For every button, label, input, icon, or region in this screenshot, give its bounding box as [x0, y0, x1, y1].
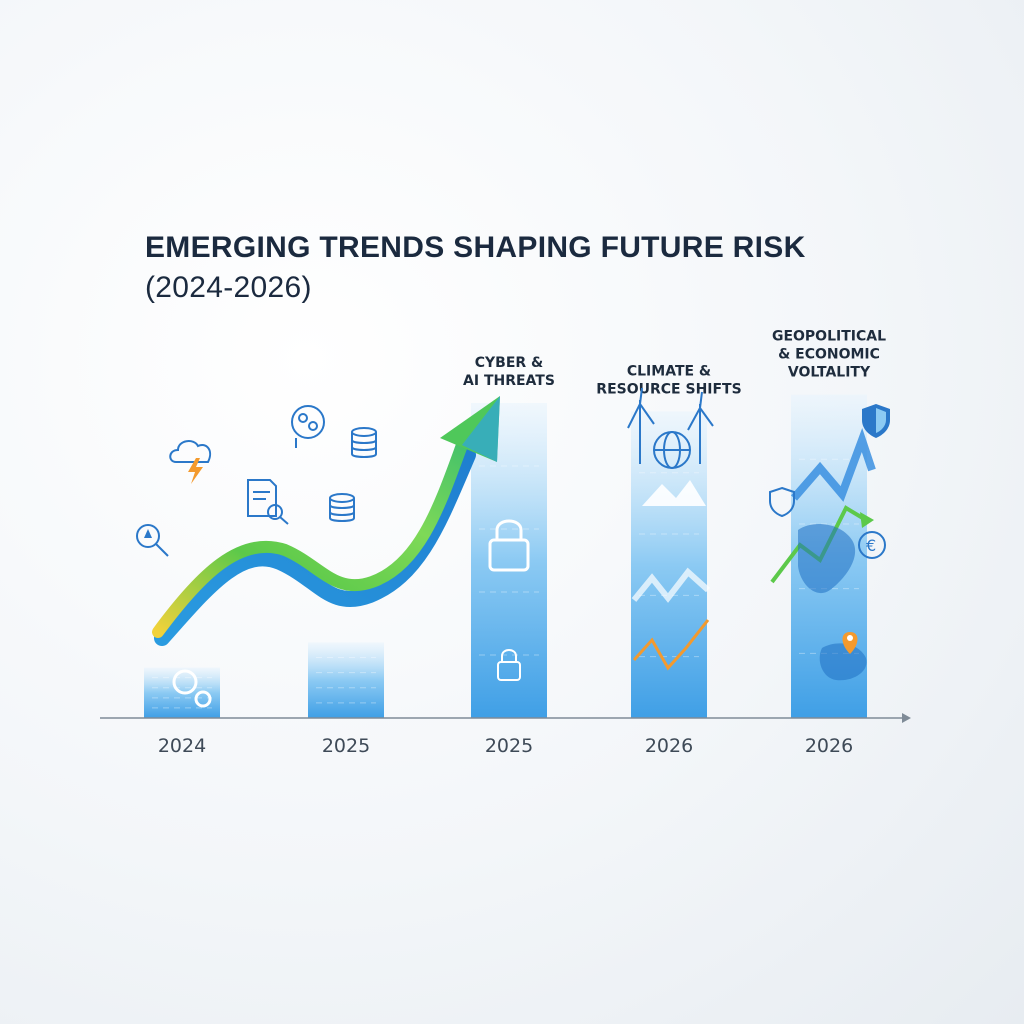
cloud-lightning-icon: [169, 440, 212, 484]
climate-wave-line: [631, 567, 711, 603]
x-tick-label: 2024: [158, 735, 206, 757]
padlock-shackle: [495, 519, 523, 540]
mountain-icon: [642, 480, 706, 506]
bar-decorations: [152, 427, 876, 709]
geo-volatility-line: [790, 427, 876, 502]
gear-icon: [194, 690, 212, 708]
category-label: GEOPOLITICAL & ECONOMIC VOLTALITY: [772, 329, 886, 381]
geo-trend-arrowhead: [860, 512, 874, 528]
padlock-icon: [497, 661, 521, 681]
category-label-line: RESOURCE SHIFTS: [596, 381, 741, 397]
subtitle-line: (2024-2026): [145, 271, 312, 304]
wind-turbine-icon: [627, 387, 655, 464]
shield-icon: [769, 486, 795, 518]
bar-3: [631, 411, 707, 718]
ai-brain-icon: [291, 405, 325, 448]
x-tick-label: 2026: [645, 735, 693, 757]
bar-1: [308, 642, 384, 718]
shield-icon: [862, 404, 890, 438]
wind-turbine-icon: [687, 391, 714, 464]
category-label: CYBER & AI THREATS: [463, 355, 555, 389]
chart-title: EMERGING TRENDS SHAPING FUTURE RISK (202…: [145, 228, 865, 308]
x-tick-label: 2025: [485, 735, 533, 757]
coin-stack-icon: [329, 493, 355, 522]
x-axis-arrow-icon: [902, 713, 911, 723]
x-tick-label: 2025: [322, 735, 370, 757]
coin-stack-icon: [351, 427, 377, 458]
climate-trend-line: [632, 619, 710, 671]
magnifier-icon: [136, 524, 169, 557]
x-tick-label: 2026: [805, 735, 853, 757]
world-map-shape: [819, 643, 867, 681]
x-tick-labels: 2024 2025 2025 2026 2026: [158, 735, 853, 757]
document-search-icon: [247, 479, 289, 525]
globe-icon: [653, 431, 691, 469]
svg-text:€: €: [866, 536, 876, 555]
category-label-line: VOLTALITY: [788, 365, 871, 381]
category-label-line: & ECONOMIC: [778, 347, 880, 363]
category-label: CLIMATE & RESOURCE SHIFTS: [596, 363, 741, 397]
category-label-line: AI THREATS: [463, 373, 555, 389]
gear-icon: [172, 669, 198, 695]
trend-arrow: [152, 396, 500, 646]
category-labels: CYBER & AI THREATS CLIMATE & RESOURCE SHIFT…: [463, 329, 886, 398]
padlock-icon: [488, 538, 530, 572]
category-label-line: CYBER &: [475, 355, 544, 371]
title-line: EMERGING TRENDS SHAPING FUTURE RISK: [145, 231, 806, 264]
location-pin-icon: [842, 632, 858, 654]
world-map-shape: [798, 524, 856, 594]
bars-layer: [144, 394, 867, 718]
padlock-shackle: [501, 649, 517, 662]
category-label-line: GEOPOLITICAL: [772, 329, 886, 345]
category-label-line: CLIMATE &: [627, 363, 711, 379]
euro-coin-icon: €: [858, 531, 886, 559]
